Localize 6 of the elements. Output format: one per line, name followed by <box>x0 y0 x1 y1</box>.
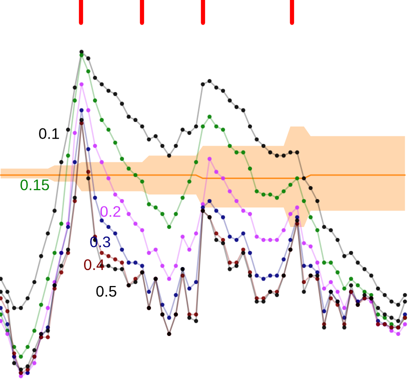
series-label: 0.15 <box>20 179 49 190</box>
series-label: 0.3 <box>90 236 110 248</box>
series-label: 0.2 <box>100 206 120 217</box>
series-label: 0.4 <box>84 259 104 270</box>
series-label: 0.1 <box>39 128 59 139</box>
series-label: 0.5 <box>96 286 116 297</box>
